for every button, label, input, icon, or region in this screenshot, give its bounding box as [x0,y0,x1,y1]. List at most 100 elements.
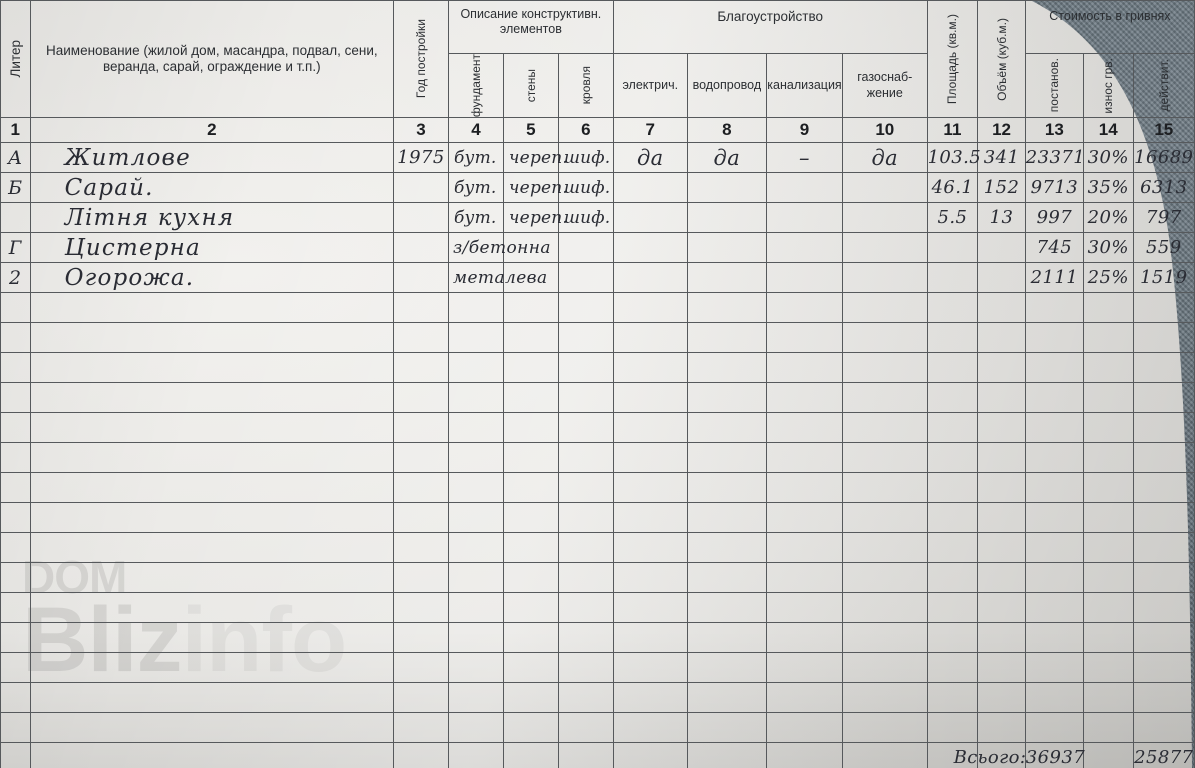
empty-row [0,622,1195,654]
empty-cell [612,442,688,474]
empty-cell [1132,622,1195,654]
empty-cell [1132,502,1195,534]
header-cost-decreed: постанов. [1024,52,1084,119]
empty-cell [1082,712,1134,744]
empty-cell [1024,592,1084,624]
cell-foundation: бут. [447,142,504,174]
cell-water [686,172,767,204]
empty-row [0,382,1195,414]
cell-volume: 13 [977,202,1026,234]
cell-volume [977,262,1026,294]
empty-cell [557,412,614,444]
empty-cell [612,472,688,504]
cell-foundation: бут. [447,202,504,234]
empty-cell [29,292,395,324]
cell-cost-decreed: 745 [1024,232,1084,264]
empty-cell [842,292,928,324]
empty-cell [557,352,614,384]
header-electric: электрич. [612,52,688,119]
empty-cell [842,352,928,384]
cell-foundation: бут. [447,172,504,204]
empty-cell [29,562,395,594]
empty-cell [1132,562,1195,594]
empty-cell [1132,412,1195,444]
empty-cell [1082,532,1134,564]
empty-cell [977,712,1026,744]
empty-cell [1132,442,1195,474]
empty-cell [29,382,395,414]
empty-cell [29,352,395,384]
empty-cell [557,502,614,534]
empty-cell [502,412,559,444]
totals-foundation [447,742,504,768]
empty-cell [1024,712,1084,744]
table-row: Літня кухня бут. череп. шиф. 5.5 13 997 … [0,202,1195,234]
colnum-4: 4 [447,117,504,144]
cell-liter: 2 [0,262,31,294]
header-sewer: канализация [765,52,844,119]
empty-cell [686,382,767,414]
table-row: Б Сарай. бут. череп. шиф. 46.1 152 9713 … [0,172,1195,204]
empty-cell [393,382,449,414]
empty-cell [1082,622,1134,654]
empty-cell [926,382,979,414]
empty-cell [502,502,559,534]
empty-cell [447,352,504,384]
empty-cell [557,292,614,324]
empty-cell [1082,592,1134,624]
empty-cell [502,382,559,414]
header-walls: стены [502,52,559,119]
empty-row [0,592,1195,624]
empty-cell [977,472,1026,504]
empty-cell [1082,472,1134,504]
empty-cell [447,682,504,714]
empty-cell [447,592,504,624]
empty-cell [977,592,1026,624]
empty-cell [0,532,31,564]
cell-volume: 341 [977,142,1026,174]
empty-cell [1024,562,1084,594]
empty-cell [926,592,979,624]
empty-cell [926,472,979,504]
cell-area: 5.5 [926,202,979,234]
cell-walls: череп. [502,202,568,234]
colnum-7: 7 [612,117,688,144]
empty-cell [447,712,504,744]
empty-cell [842,682,928,714]
empty-cell [765,562,844,594]
empty-cell [977,562,1026,594]
cell-electric [612,172,688,204]
colnum-3: 3 [393,117,449,144]
empty-cell [557,562,614,594]
empty-cell [502,292,559,324]
empty-cell [926,502,979,534]
empty-cell [765,352,844,384]
empty-cell [1132,382,1195,414]
empty-cell [0,682,31,714]
header-liter: Литер [0,0,31,119]
cell-gas: да [842,142,928,174]
empty-cell [926,712,979,744]
cell-area [926,262,979,294]
empty-cell [765,502,844,534]
empty-cell [612,532,688,564]
empty-cell [0,412,31,444]
empty-cell [1132,322,1195,354]
cell-sewer [765,232,844,264]
cell-cost-decreed: 23371 [1024,142,1085,174]
empty-cell [393,562,449,594]
empty-cell [977,502,1026,534]
cell-sewer: – [765,142,844,174]
empty-cell [686,322,767,354]
empty-cell [502,622,559,654]
colnum-10: 10 [842,117,928,144]
colnum-8: 8 [686,117,767,144]
totals-liter [0,742,31,768]
empty-cell [1024,442,1084,474]
header-area: Площадь (кв.м.) [926,0,979,119]
empty-cell [502,562,559,594]
cell-gas [842,172,928,204]
cell-roof: шиф. [557,172,614,204]
empty-row [0,322,1195,354]
